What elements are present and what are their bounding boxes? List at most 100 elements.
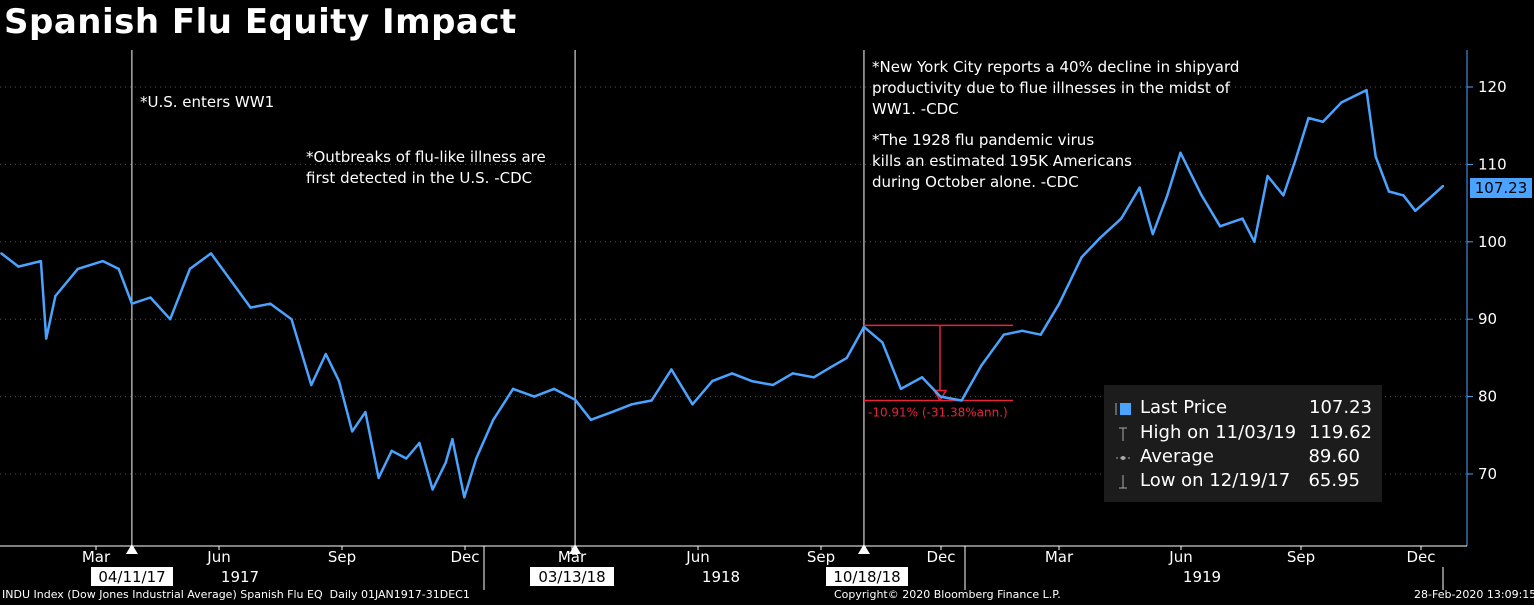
y-tick-label: 120 (1478, 78, 1507, 96)
price-point (832, 364, 835, 367)
price-point (1387, 190, 1391, 193)
price-point (1098, 236, 1102, 240)
price-point (364, 410, 367, 414)
legend-last-label: Last Price (1140, 397, 1228, 418)
price-point (117, 267, 120, 271)
price-point (1427, 198, 1430, 201)
legend-high-label: High on 11/03/19 (1140, 422, 1297, 443)
legend-low-value: 65.95 (1308, 470, 1360, 491)
legend-row-last: Last Price 107.23 (1112, 397, 1372, 421)
legend-line-icon (1115, 403, 1131, 415)
price-point (269, 302, 272, 305)
price-point (209, 252, 213, 255)
price-point (533, 395, 536, 398)
price-point (812, 376, 816, 379)
price-point (1002, 333, 1005, 336)
price-point (444, 461, 448, 464)
y-tick-label: 110 (1478, 155, 1507, 173)
price-point (474, 457, 478, 460)
legend-average-label: Average (1140, 446, 1214, 467)
price-point (1200, 194, 1203, 197)
price-point (1218, 225, 1222, 228)
price-point (324, 352, 327, 356)
price-point (1138, 186, 1141, 189)
price-point (1021, 329, 1024, 333)
year-label: 1918 (702, 568, 740, 586)
price-point (249, 306, 252, 309)
price-point (431, 488, 434, 491)
y-tick-label: 90 (1478, 310, 1497, 328)
price-point (337, 379, 341, 383)
annotation-pandemic: *The 1928 flu pandemic virus kills an es… (872, 131, 1132, 191)
legend-box: Last Price 107.23 High on 11/03/19 119.6… (1104, 385, 1382, 502)
price-point (711, 379, 714, 383)
price-point (492, 418, 495, 422)
event-date-box (530, 567, 614, 586)
month-label: Jun (206, 548, 230, 566)
month-label: Mar (558, 548, 587, 566)
price-point (54, 294, 57, 298)
month-label: Sep (328, 548, 356, 566)
legend-row-low: Low on 12/19/17 65.95 (1112, 470, 1360, 494)
price-point (920, 376, 924, 379)
price-point (451, 437, 454, 441)
legend-row-high: High on 11/03/19 119.62 (1112, 422, 1372, 446)
price-point (589, 418, 593, 422)
legend-high-value: 119.62 (1309, 422, 1372, 443)
event-date-label: 10/18/18 (833, 568, 900, 586)
footer-timestamp: 28-Feb-2020 13:09:15 (1414, 588, 1534, 601)
price-point (670, 368, 673, 371)
price-point (39, 259, 43, 263)
annotation-nyc: *New York City reports a 40% decline in … (872, 58, 1240, 118)
y-tick-label: 70 (1478, 465, 1497, 483)
price-point (1080, 256, 1083, 259)
price-point (290, 318, 293, 321)
price-point (1241, 217, 1244, 220)
average-marker-icon (1116, 456, 1130, 460)
event-marker-triangle (569, 544, 582, 554)
price-point (1402, 194, 1405, 197)
price-point (845, 356, 849, 360)
month-label: Mar (1045, 548, 1074, 566)
y-tick-label: 80 (1478, 388, 1497, 406)
last-price-tag: 107.23 (1470, 178, 1532, 198)
price-point (130, 302, 134, 305)
price-point (101, 259, 105, 263)
price-point (418, 441, 421, 445)
price-point (463, 496, 466, 499)
price-point (881, 341, 884, 344)
price-point (1253, 240, 1256, 243)
year-label: 1919 (1183, 568, 1221, 586)
event-date-box (826, 567, 908, 586)
price-point (1365, 88, 1368, 92)
price-point (350, 430, 354, 433)
price-point (552, 387, 556, 391)
price-point (1340, 101, 1343, 104)
price-point (149, 296, 152, 299)
price-point (750, 379, 754, 383)
year-label: 1917 (221, 568, 259, 586)
price-point (310, 383, 313, 387)
legend-low-label: Low on 12/19/17 (1140, 470, 1291, 491)
footer-copyright: Copyright© 2020 Bloomberg Finance L.P. (834, 588, 1061, 601)
price-point (168, 318, 172, 321)
month-label: Mar (82, 548, 111, 566)
price-point (1179, 151, 1182, 154)
price-point (1441, 184, 1445, 188)
price-point (188, 267, 192, 271)
price-point (1057, 302, 1061, 305)
price-point (791, 372, 794, 375)
price-point (691, 403, 694, 406)
legend-average-value: 89.60 (1308, 446, 1360, 467)
month-label: Dec (1406, 548, 1435, 566)
price-point (1266, 174, 1269, 178)
chart-title: Spanish Flu Equity Impact (4, 2, 517, 42)
price-point (17, 265, 20, 268)
y-tick-label: 100 (1478, 233, 1507, 251)
price-point (377, 476, 380, 480)
price-point (771, 383, 775, 387)
price-point (1119, 217, 1123, 220)
price-point (1151, 232, 1155, 236)
price-point (630, 403, 634, 406)
price-point (610, 410, 614, 414)
